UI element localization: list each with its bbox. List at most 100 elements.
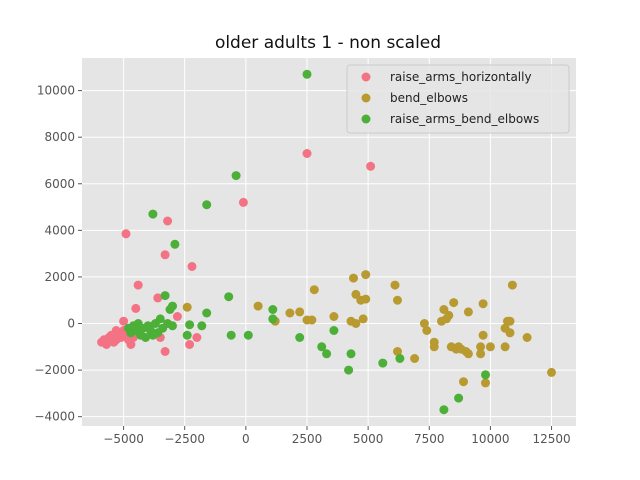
data-point xyxy=(285,308,295,318)
data-point xyxy=(366,161,376,171)
data-point xyxy=(141,333,151,342)
data-point xyxy=(439,305,449,314)
legend-label: raise_arms_horizontally xyxy=(390,70,532,84)
data-point xyxy=(168,321,177,331)
chart-title: older adults 1 - non scaled xyxy=(215,33,441,53)
data-point xyxy=(349,273,358,283)
y-tick-label: −4000 xyxy=(34,410,75,424)
data-point xyxy=(155,314,165,324)
data-point xyxy=(302,69,312,79)
data-point xyxy=(329,326,339,335)
data-point xyxy=(322,349,332,359)
data-point xyxy=(505,316,515,326)
legend-label: bend_elbows xyxy=(390,91,468,105)
data-point xyxy=(226,330,236,340)
y-tick-label: 6000 xyxy=(44,177,75,191)
x-tick-label: 10000 xyxy=(471,432,509,446)
y-tick-label: 10000 xyxy=(37,84,75,98)
y-tick-label: 8000 xyxy=(44,130,75,144)
data-point xyxy=(478,299,488,309)
x-tick-label: −5000 xyxy=(103,432,144,446)
data-point xyxy=(187,262,197,271)
data-point xyxy=(148,209,158,219)
data-point xyxy=(268,305,278,314)
data-point xyxy=(111,326,121,335)
data-point xyxy=(410,354,420,363)
data-point xyxy=(182,302,192,312)
data-point xyxy=(439,405,449,415)
data-point xyxy=(182,330,192,340)
data-point xyxy=(478,330,488,340)
data-point xyxy=(481,370,490,380)
y-tick-label: 4000 xyxy=(44,223,75,237)
data-point xyxy=(197,321,207,331)
data-point xyxy=(243,330,253,340)
data-point xyxy=(485,342,495,352)
data-point xyxy=(163,216,173,226)
data-point xyxy=(429,342,439,352)
data-point xyxy=(231,171,241,181)
data-point xyxy=(361,270,371,280)
data-point xyxy=(395,354,405,363)
data-point xyxy=(449,298,459,308)
x-tick-label: 12500 xyxy=(532,432,570,446)
data-point xyxy=(119,316,129,326)
legend-label: raise_arms_bend_elbows xyxy=(390,112,539,126)
data-point xyxy=(361,294,371,304)
legend-marker xyxy=(361,93,371,103)
legend-marker xyxy=(361,72,371,82)
data-point xyxy=(202,308,212,318)
data-point xyxy=(131,303,141,313)
data-point xyxy=(454,393,464,403)
data-point xyxy=(346,349,356,359)
data-point xyxy=(121,229,131,239)
y-tick-label: −2000 xyxy=(34,363,75,377)
data-point xyxy=(160,291,170,301)
data-point xyxy=(102,340,111,349)
x-tick-label: −2500 xyxy=(164,432,205,446)
data-point xyxy=(253,301,263,311)
data-point xyxy=(302,149,312,158)
data-point xyxy=(202,200,212,210)
data-points xyxy=(97,69,556,415)
data-point xyxy=(463,349,473,359)
x-tick-label: 7500 xyxy=(414,432,445,446)
data-point xyxy=(185,320,195,330)
y-tick-label: 0 xyxy=(67,317,75,331)
data-point xyxy=(307,315,317,325)
data-point xyxy=(295,333,305,342)
data-point xyxy=(153,293,163,303)
y-tick-label: 2000 xyxy=(44,270,75,284)
data-point xyxy=(422,326,432,335)
data-point xyxy=(160,347,170,356)
data-point xyxy=(547,367,556,377)
data-point xyxy=(192,333,202,342)
data-point xyxy=(172,312,182,321)
axis-ticks: −5000 −2500 0 2500 5000 7500 10000 12500 −4000 −2… xyxy=(34,84,570,446)
data-point xyxy=(268,314,278,324)
data-point xyxy=(238,197,248,207)
data-point xyxy=(476,349,486,359)
data-point xyxy=(378,358,388,368)
data-point xyxy=(507,280,517,290)
data-point xyxy=(390,280,400,290)
x-tick-label: 0 xyxy=(242,432,250,446)
legend: raise_arms_horizontally bend_elbows raise_… xyxy=(346,64,570,134)
data-point xyxy=(295,307,305,317)
data-point xyxy=(419,319,429,328)
data-point xyxy=(481,378,490,388)
series-raise_arms_bend_elbows xyxy=(124,69,490,415)
data-point xyxy=(126,340,136,349)
legend-box xyxy=(346,64,570,134)
data-point xyxy=(160,250,170,260)
data-point xyxy=(476,342,486,352)
data-point xyxy=(351,319,361,328)
data-point xyxy=(444,310,454,320)
data-point xyxy=(463,307,473,317)
data-point xyxy=(317,342,327,352)
legend-marker xyxy=(361,114,371,124)
x-tick-label: 5000 xyxy=(353,432,384,446)
data-point xyxy=(358,314,368,324)
data-point xyxy=(393,347,402,356)
